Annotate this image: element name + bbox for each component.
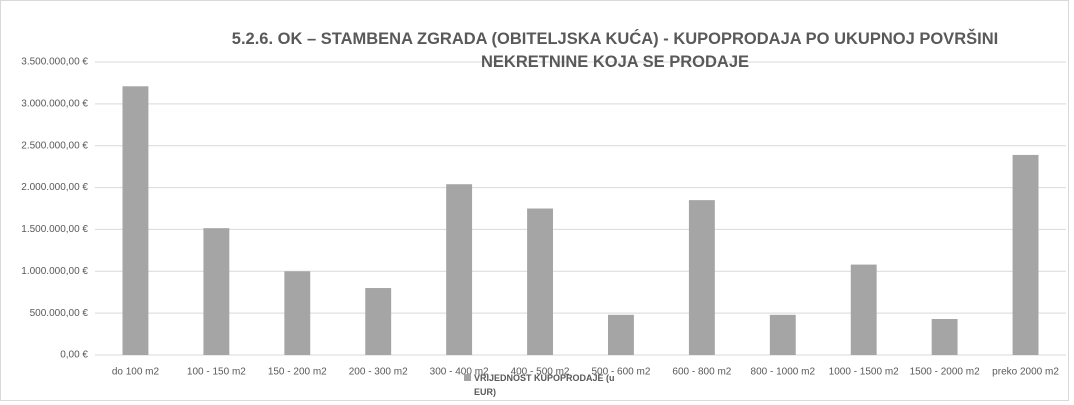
x-tick-label: do 100 m2	[112, 367, 160, 378]
legend-swatch	[464, 374, 471, 381]
x-tick-label: preko 2000 m2	[992, 367, 1059, 378]
bar	[688, 200, 715, 355]
x-tick-label: 400 - 500 m2	[511, 367, 570, 378]
y-tick-label: 0,00 €	[60, 350, 88, 361]
chart-title: 5.2.6. OK – STAMBENA ZGRADA (OBITELJSKA …	[231, 30, 999, 71]
bar	[769, 314, 796, 355]
bar	[203, 228, 230, 355]
bar	[365, 288, 392, 355]
x-tick-label: 600 - 800 m2	[672, 367, 731, 378]
x-tick-label: 500 - 600 m2	[591, 367, 650, 378]
x-tick-label: 800 - 1000 m2	[751, 367, 816, 378]
bar	[122, 86, 149, 355]
y-tick-label: 1.000.000,00 €	[21, 266, 88, 277]
x-tick-label: 150 - 200 m2	[268, 367, 327, 378]
y-tick-label: 3.000.000,00 €	[21, 98, 88, 109]
bar	[850, 264, 877, 355]
bar	[527, 208, 553, 355]
bar	[608, 314, 634, 355]
x-tick-label: 1500 - 2000 m2	[910, 367, 980, 378]
y-tick-label: 500.000,00 €	[30, 308, 89, 319]
x-tick-label: 100 - 150 m2	[187, 367, 246, 378]
bar	[1012, 154, 1039, 355]
x-tick-label: 300 - 400 m2	[430, 367, 489, 378]
y-tick-label: 1.500.000,00 €	[21, 224, 88, 235]
bar	[446, 184, 473, 355]
bar	[284, 271, 311, 355]
y-tick-label: 2.500.000,00 €	[21, 140, 88, 151]
y-tick-label: 2.000.000,00 €	[21, 182, 88, 193]
x-tick-label: 1000 - 1500 m2	[829, 367, 899, 378]
x-tick-label: 200 - 300 m2	[349, 367, 408, 378]
legend-label: VRIJEDNOST KUPOPRODAJE (u EUR)	[474, 373, 615, 397]
bar	[931, 319, 958, 355]
y-tick-label: 3.500.000,00 €	[21, 57, 88, 68]
legend: VRIJEDNOST KUPOPRODAJE (u EUR)	[464, 371, 624, 399]
